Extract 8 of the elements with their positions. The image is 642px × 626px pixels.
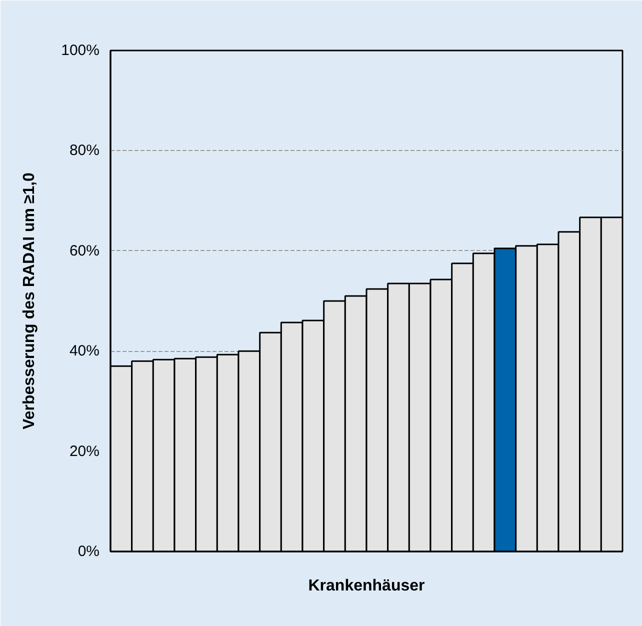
y-tick-label: 80% — [69, 142, 100, 160]
y-tick-label: 60% — [69, 242, 100, 260]
y-axis-title: Verbesserung des RADAI um ≥1,0 — [21, 172, 38, 430]
y-tick-label: 100% — [61, 42, 100, 59]
x-axis-title: Krankenhäuser — [308, 578, 425, 594]
y-tick-label: 40% — [69, 342, 100, 360]
y-tick-label: 20% — [69, 442, 100, 460]
y-tick-label: 0% — [78, 543, 100, 560]
